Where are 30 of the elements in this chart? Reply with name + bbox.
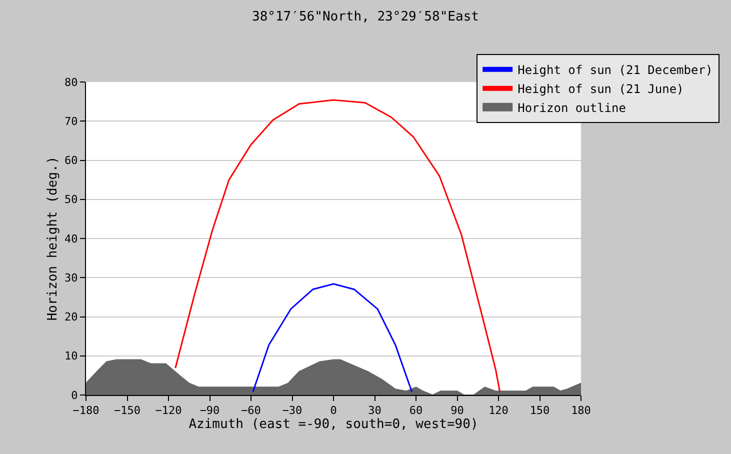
x-tick-label: 150 [530, 404, 550, 418]
y-tick-label: 60 [64, 154, 78, 168]
y-tick-label: 30 [64, 271, 78, 284]
legend-label: Height of sun (21 December) [518, 63, 713, 78]
x-tick-label: −180 [72, 404, 100, 418]
x-tick-label: 60 [409, 404, 423, 418]
legend-label: Height of sun (21 June) [518, 82, 684, 96]
line-series [252, 283, 413, 393]
legend-label: Horizon outline [518, 101, 626, 116]
x-tick-label: 0 [330, 404, 337, 418]
x-tick-label: 180 [571, 404, 591, 418]
x-tick-label: −150 [114, 404, 140, 418]
x-tick-label: −120 [155, 404, 182, 418]
x-axis-title: Azimuth (east =-90, south=0, west=90) [188, 417, 478, 432]
y-axis-title: Horizon height (deg.) [46, 156, 60, 321]
chart-title: 38°17′56"North, 23°29′58"East [252, 9, 479, 24]
y-tick-label: 20 [64, 310, 78, 324]
y-tick-label: 70 [64, 114, 78, 128]
x-tick-label: 90 [450, 404, 464, 418]
y-tick-label: 10 [64, 350, 78, 363]
x-tick-label: −90 [200, 404, 220, 418]
y-tick-label: 0 [71, 388, 78, 402]
line-series [174, 99, 501, 393]
y-tick-label: 80 [64, 76, 78, 89]
x-tick-label: −60 [241, 404, 261, 418]
x-tick-label: −30 [282, 404, 302, 418]
x-tick-label: 30 [368, 404, 382, 418]
y-tick-label: 50 [64, 193, 78, 206]
y-tick-label: 40 [64, 232, 78, 246]
x-tick-label: 120 [488, 404, 508, 418]
